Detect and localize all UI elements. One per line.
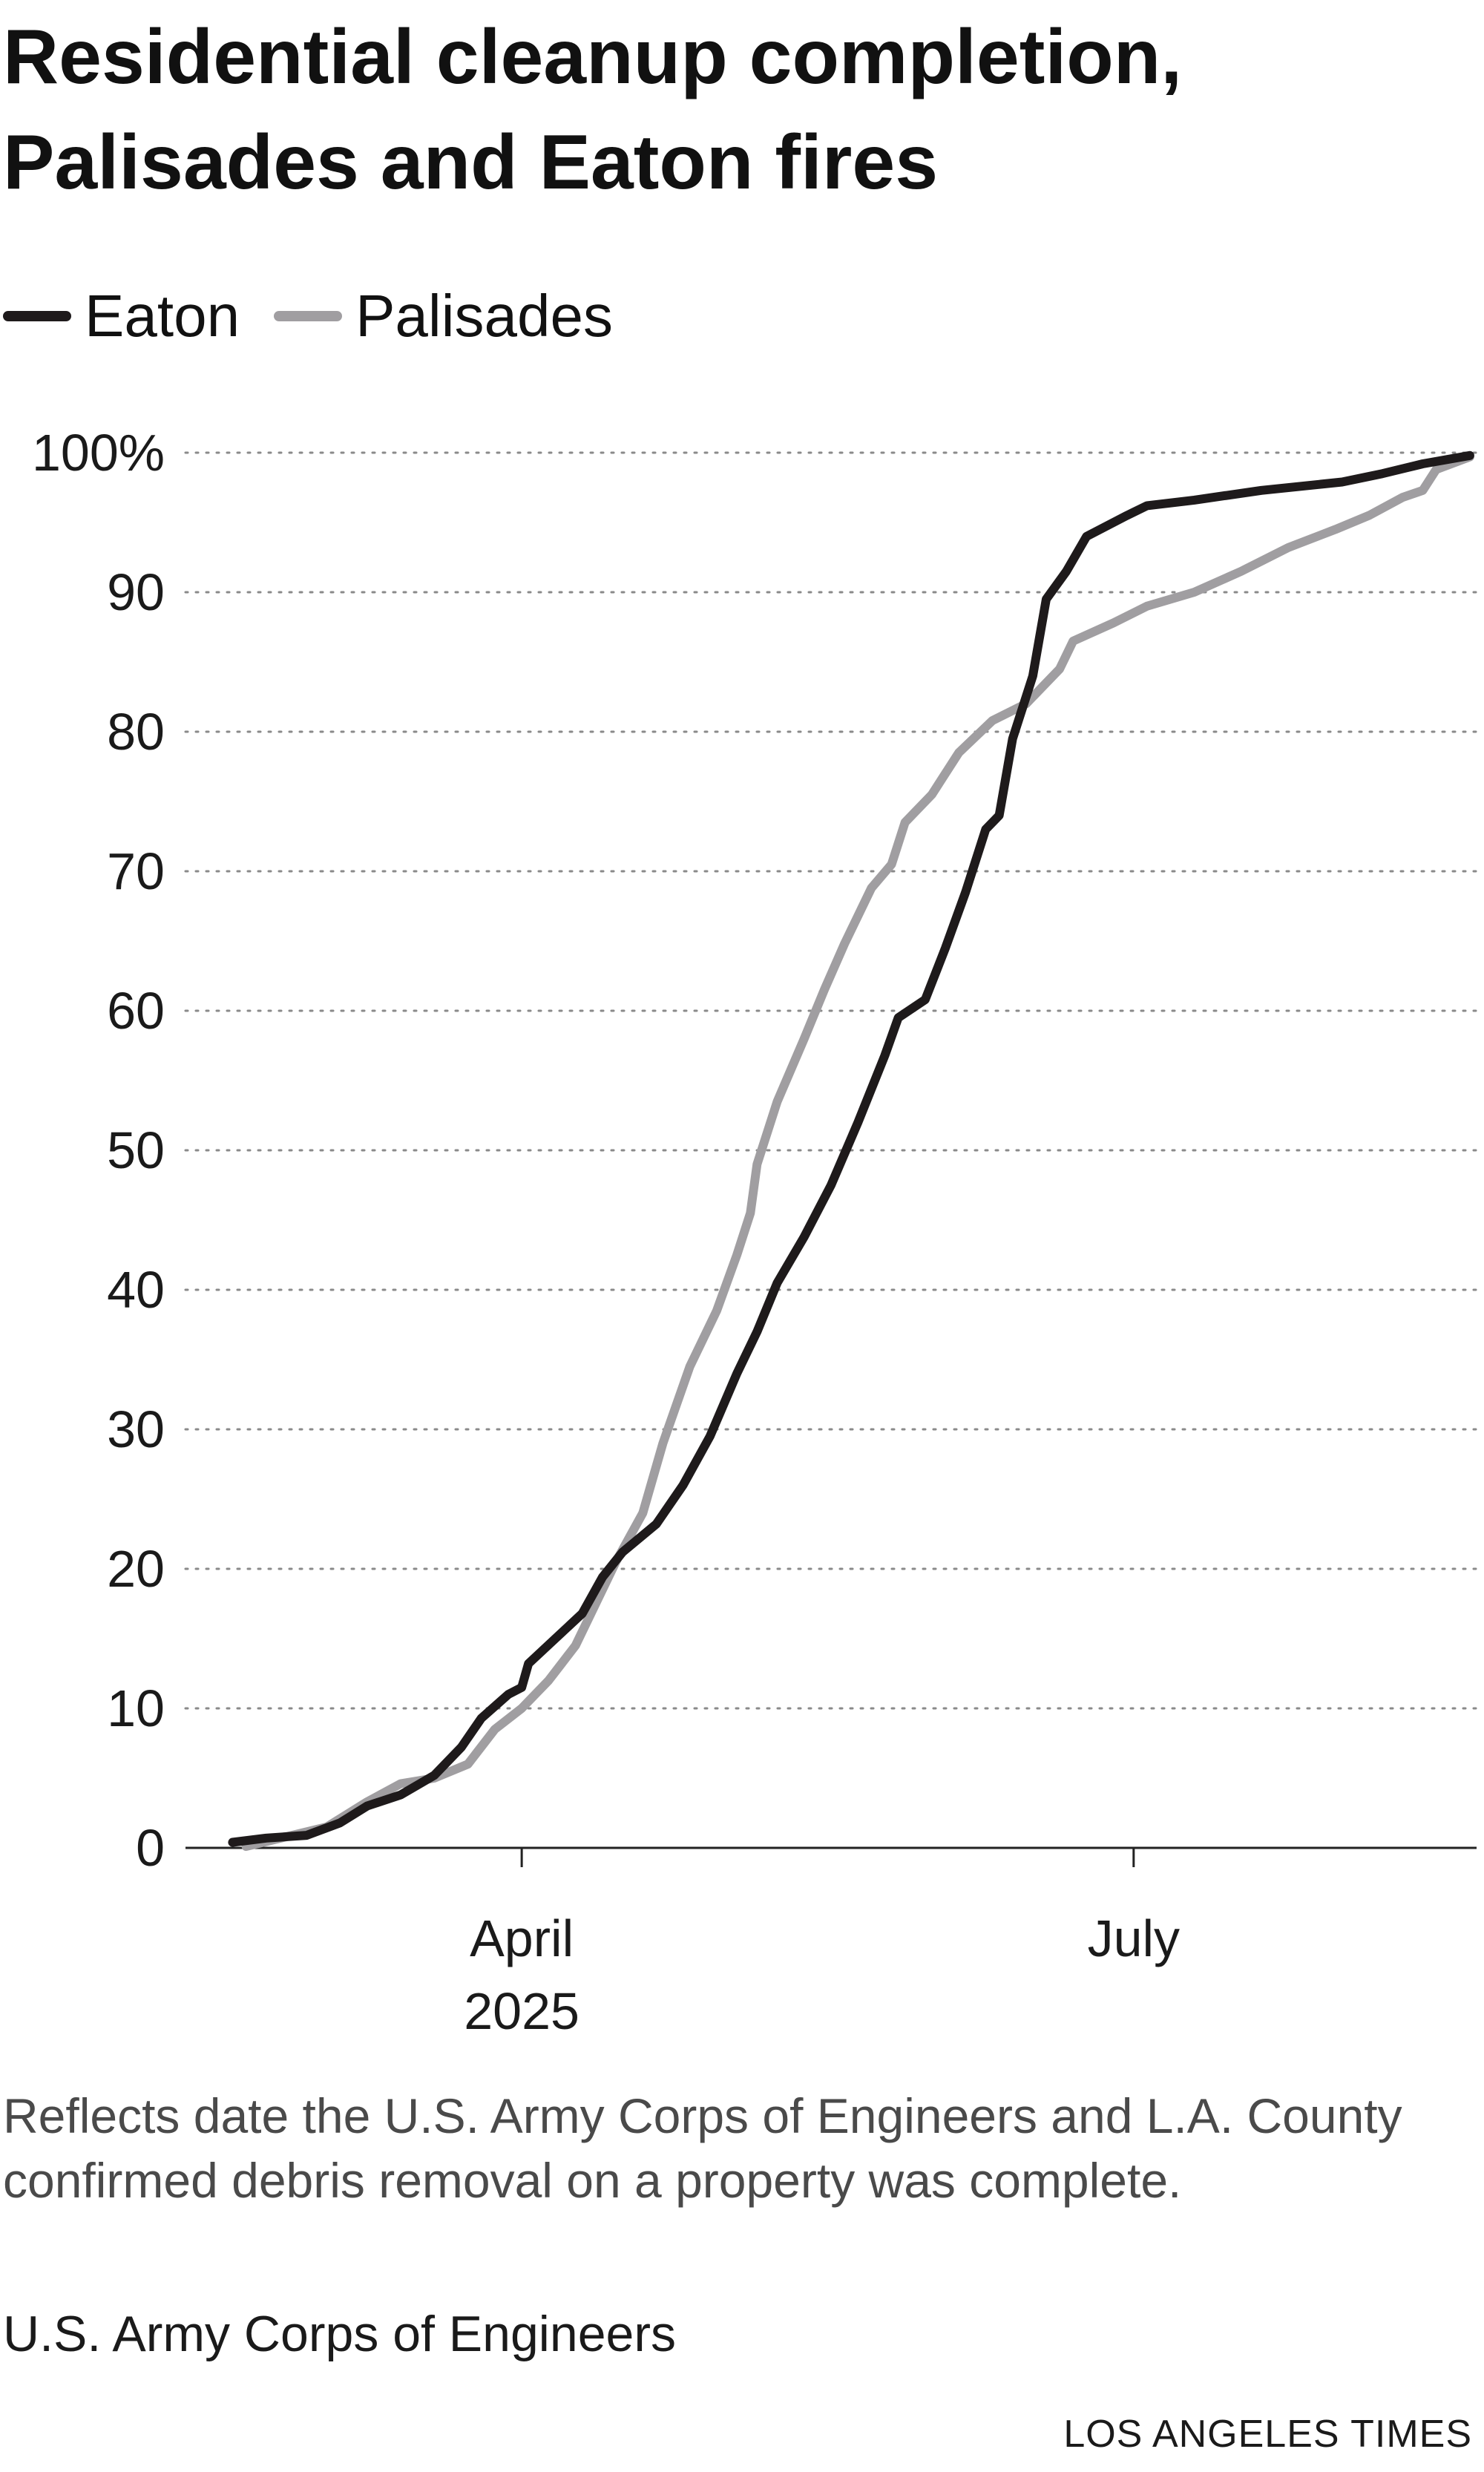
x-tick-label: July [1088, 1909, 1180, 1967]
y-tick-label: 30 [107, 1400, 165, 1458]
legend-label-eaton: Eaton [85, 283, 240, 349]
series-line-palisades [241, 452, 1474, 1852]
chart-note: Reflects date the U.S. Army Corps of Eng… [3, 2088, 1402, 2208]
y-tick-label: 80 [107, 703, 165, 761]
y-tick-label: 50 [107, 1121, 165, 1179]
series-line-eaton [228, 450, 1474, 1847]
y-tick-label: 40 [107, 1261, 165, 1319]
legend-item-palisades: Palisades [274, 282, 613, 350]
legend-item-eaton: Eaton [3, 282, 240, 350]
legend: Eaton Palisades [3, 279, 647, 353]
y-tick-label: 20 [107, 1540, 165, 1598]
legend-swatch-eaton [3, 311, 71, 321]
line-chart: 0 10 20 30 40 50 60 70 80 90 100% April 2025 July [32, 424, 1478, 2033]
y-tick-label: 60 [107, 982, 165, 1040]
y-tick-label: 90 [107, 563, 165, 621]
x-tick-sublabel: 2025 [464, 1982, 580, 2033]
y-tick-label: 10 [107, 1679, 165, 1737]
y-tick-label: 0 [136, 1819, 165, 1877]
y-tick-label: 100% [32, 424, 165, 482]
source-line: U.S. Army Corps of Engineers [3, 2306, 677, 2362]
x-tick-label: April [470, 1909, 574, 1967]
legend-label-palisades: Palisades [355, 283, 613, 349]
y-tick-label: 70 [107, 842, 165, 900]
chart-title: Residential cleanup completion, Palisade… [3, 14, 1183, 206]
credit-line: LOS ANGELES TIMES [1063, 2413, 1472, 2456]
legend-swatch-palisades [274, 311, 343, 321]
